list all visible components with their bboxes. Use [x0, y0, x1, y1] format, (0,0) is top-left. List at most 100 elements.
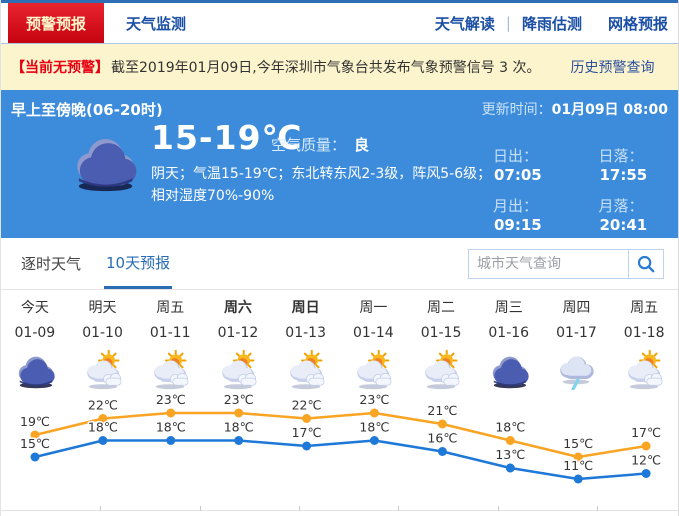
- search-button[interactable]: [628, 249, 664, 279]
- day-date: 01-18: [623, 325, 665, 341]
- moonset-value: 20:41: [599, 216, 648, 234]
- temperature-chart: 19℃ 22℃ 23℃ 23℃ 22℃ 23℃ 21℃ 18℃ 15℃ 17℃ 15℃ 18℃ 18℃ 1…: [19, 394, 663, 484]
- svg-text:18℃: 18℃: [224, 420, 254, 435]
- baseline-tick: [498, 506, 499, 511]
- search-icon: [637, 255, 655, 273]
- nav-links: 天气解读 | 降雨估测 网格预报: [435, 3, 678, 43]
- top-border: [1, 0, 678, 3]
- svg-text:17℃: 17℃: [631, 425, 661, 440]
- svg-text:23℃: 23℃: [359, 394, 389, 407]
- forecast-day: 周五 01-18: [610, 296, 678, 394]
- partly-cloudy-icon: [407, 346, 475, 394]
- day-date: 01-10: [82, 325, 123, 341]
- day-name: 周一: [359, 300, 388, 316]
- forecast-day-columns: 今天 01-09 明天 01-10 周五 01-11 周六 01-12 周日 01-13 周一 01-…: [1, 296, 678, 394]
- moonrise-value: 09:15: [494, 216, 542, 234]
- forecast-day: 周二 01-15: [407, 296, 475, 394]
- partly-cloudy-icon: [136, 346, 204, 394]
- sunrise-label: 日出：: [493, 147, 539, 165]
- search-input[interactable]: [468, 249, 628, 279]
- moonrise: 月出：09:15: [493, 195, 573, 234]
- svg-text:19℃: 19℃: [20, 414, 50, 429]
- day-date: 01-17: [556, 325, 597, 341]
- alert-message: 截至2019年01月09日,今年深圳市气象台共发布气象预警信号 3 次。: [111, 60, 541, 76]
- svg-text:23℃: 23℃: [156, 394, 186, 407]
- day-name: 周四: [562, 300, 591, 316]
- forecast-day: 周六 01-12: [204, 296, 272, 394]
- day-name: 周三: [494, 300, 523, 316]
- svg-text:18℃: 18℃: [495, 420, 525, 435]
- day-date: 01-13: [285, 325, 326, 341]
- nav-link-rainfall-estimate[interactable]: 降雨估测: [521, 14, 582, 33]
- day-date: 01-14: [352, 325, 394, 341]
- history-warning-link[interactable]: 历史预警查询: [570, 60, 655, 76]
- alert-banner: 【当前无预警】 截至2019年01月09日,今年深圳市气象台共发布气象预警信号 …: [1, 44, 678, 90]
- svg-text:15℃: 15℃: [563, 436, 593, 451]
- day-name: 周六: [223, 300, 252, 316]
- forecast-tab-bar: 逐时天气 10天预报: [1, 238, 678, 290]
- day-name: 周五: [630, 300, 659, 316]
- svg-text:23℃: 23℃: [224, 394, 254, 407]
- update-time-label: 更新时间：: [481, 102, 552, 118]
- day-name: 今天: [20, 300, 49, 316]
- ten-day-forecast: 今天 01-09 明天 01-10 周五 01-11 周六 01-12 周日 01-13 周一 01-…: [1, 290, 678, 516]
- temperature-range: 15-19℃: [151, 118, 303, 157]
- tab-ten-day-forecast[interactable]: 10天预报: [104, 238, 173, 289]
- tab-hourly-weather[interactable]: 逐时天气: [21, 255, 82, 273]
- svg-text:21℃: 21℃: [427, 403, 457, 418]
- nav-tab-warning-forecast[interactable]: 预警预报: [8, 3, 104, 43]
- sun-moon-times: 日出：07:05 日落：17:55 月出：09:15 月落：20:41: [493, 145, 678, 234]
- forecast-day: 今天 01-09: [1, 296, 69, 394]
- nav-tab-weather-monitoring[interactable]: 天气监测: [126, 14, 187, 33]
- day-date: 01-09: [14, 325, 56, 341]
- city-weather-search: [468, 249, 664, 279]
- day-date: 01-15: [420, 325, 462, 341]
- svg-text:13℃: 13℃: [495, 447, 525, 462]
- svg-text:18℃: 18℃: [359, 420, 389, 435]
- baseline-tick: [398, 506, 399, 511]
- moonset: 月落：20:41: [599, 195, 679, 234]
- partly-cloudy-icon: [339, 346, 407, 394]
- partly-cloudy-icon: [204, 346, 272, 394]
- nav-link-weather-interpretation[interactable]: 天气解读: [434, 14, 495, 33]
- sunset-label: 日落：: [598, 147, 644, 165]
- light-rain-icon: [543, 346, 611, 394]
- sunset-value: 17:55: [599, 166, 648, 184]
- forecast-day: 明天 01-10: [69, 296, 137, 394]
- forecast-period: 早上至傍晚(06-20时): [11, 101, 163, 119]
- svg-text:12℃: 12℃: [631, 453, 661, 468]
- partly-cloudy-icon: [610, 346, 678, 394]
- svg-text:11℃: 11℃: [563, 458, 593, 473]
- partly-cloudy-icon: [69, 346, 137, 394]
- chart-baseline: [1, 510, 678, 511]
- forecast-day: 周日 01-13: [272, 296, 340, 394]
- forecast-day: 周五 01-11: [136, 296, 204, 394]
- sunrise: 日出：07:05: [493, 145, 573, 184]
- update-time-value: 01月09日 08:00: [551, 102, 668, 118]
- svg-text:22℃: 22℃: [292, 398, 322, 413]
- sunset: 日落：17:55: [599, 145, 679, 184]
- baseline-tick: [597, 506, 598, 511]
- current-weather-panel: 早上至傍晚(06-20时) 更新时间：01月09日 08:00 15-19℃ 空…: [1, 90, 678, 238]
- overcast-cloud-icon: [57, 128, 151, 198]
- svg-text:18℃: 18℃: [156, 420, 186, 435]
- baseline-tick: [200, 506, 201, 511]
- nav-link-grid-forecast[interactable]: 网格预报: [607, 14, 668, 33]
- day-date: 01-12: [217, 325, 259, 341]
- weather-description: 阴天；气温15-19℃；东北转东风2-3级，阵风5-6级；相对湿度70%-90%: [151, 166, 492, 204]
- moonrise-label: 月出：: [493, 197, 539, 215]
- svg-text:17℃: 17℃: [292, 425, 322, 440]
- air-quality-value: 良: [354, 136, 370, 154]
- sunrise-value: 07:05: [494, 166, 542, 184]
- forecast-day: 周三 01-16: [475, 296, 543, 394]
- moonset-label: 月落：: [598, 197, 644, 215]
- svg-text:22℃: 22℃: [88, 398, 118, 413]
- air-quality-label: 空气质量：: [271, 136, 347, 154]
- day-name: 周日: [291, 300, 320, 316]
- forecast-day: 周一 01-14: [339, 296, 407, 394]
- nav-divider: |: [505, 14, 511, 32]
- baseline-tick: [299, 506, 300, 511]
- baseline-tick: [100, 506, 101, 511]
- svg-text:18℃: 18℃: [88, 420, 118, 435]
